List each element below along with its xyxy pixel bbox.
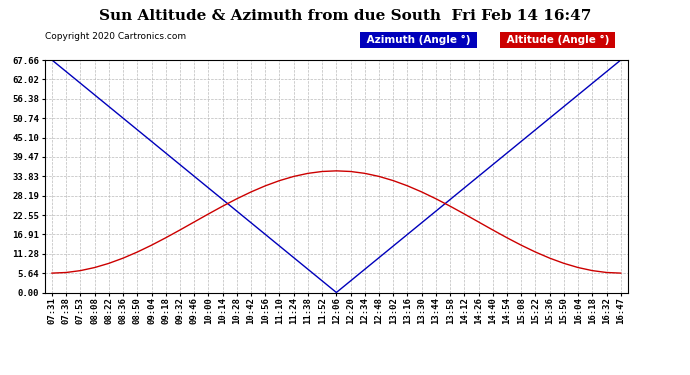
Text: Copyright 2020 Cartronics.com: Copyright 2020 Cartronics.com	[45, 32, 186, 41]
Text: Sun Altitude & Azimuth from due South  Fri Feb 14 16:47: Sun Altitude & Azimuth from due South Fr…	[99, 9, 591, 23]
Text: Altitude (Angle °): Altitude (Angle °)	[502, 35, 613, 45]
Text: Azimuth (Angle °): Azimuth (Angle °)	[363, 35, 474, 45]
